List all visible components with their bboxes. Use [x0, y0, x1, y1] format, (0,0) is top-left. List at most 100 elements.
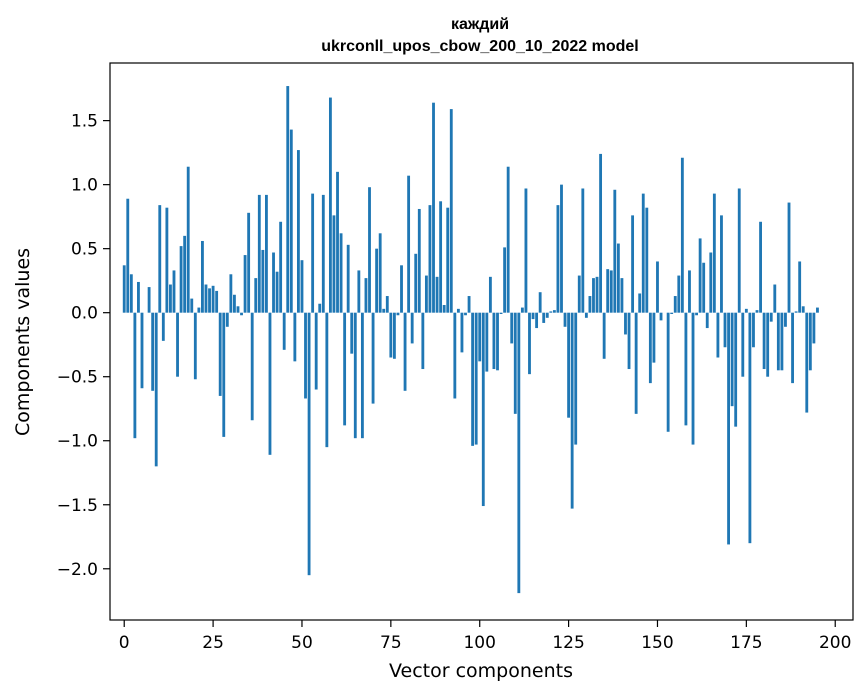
bar-115	[531, 312, 535, 320]
bar-166	[712, 193, 716, 313]
bar-79	[403, 312, 407, 391]
bar-164	[705, 312, 709, 329]
bar-128	[577, 275, 581, 313]
x-tick-label: 0	[119, 633, 130, 653]
bar-65	[353, 312, 357, 439]
bar-175	[744, 308, 748, 313]
y-tick-label: 1.5	[71, 112, 98, 132]
bar-38	[257, 194, 261, 313]
plot-frame	[109, 62, 854, 621]
bar-111	[517, 312, 521, 594]
bar-93	[453, 312, 457, 399]
bar-121	[552, 310, 556, 313]
bar-0	[122, 265, 126, 313]
bar-168	[720, 215, 723, 313]
bar-190	[798, 261, 802, 313]
bar-19	[190, 298, 194, 313]
bar-149	[652, 312, 656, 363]
bar-110	[513, 312, 517, 414]
bar-145	[638, 293, 642, 313]
bar-11	[161, 312, 165, 341]
bar-85	[424, 275, 428, 313]
bar-150	[656, 261, 659, 313]
bar-43	[275, 271, 279, 313]
y-axis-label: Components values	[12, 248, 34, 436]
bar-91	[446, 207, 450, 313]
bar-148	[648, 312, 652, 384]
bar-8	[151, 312, 155, 391]
bar-125	[567, 312, 571, 418]
chart-subtitle: ukrconll_upos_cbow_200_10_2022 model	[321, 38, 638, 55]
bar-117	[538, 292, 542, 313]
bar-109	[510, 312, 514, 344]
bar-22	[201, 240, 204, 313]
bar-3	[133, 312, 137, 439]
bar-82	[414, 253, 418, 313]
bar-119	[545, 312, 549, 318]
bar-58	[328, 97, 332, 313]
bar-15	[176, 312, 179, 377]
bar-139	[616, 243, 620, 313]
bar-185	[780, 312, 784, 371]
bar-92	[449, 109, 453, 313]
bar-35	[247, 212, 251, 313]
bar-40	[265, 194, 268, 313]
x-tick-label: 75	[380, 633, 402, 653]
bar-153	[666, 312, 670, 432]
bar-12	[165, 207, 169, 313]
bar-113	[524, 188, 528, 313]
bar-72	[378, 233, 382, 313]
bar-103	[488, 276, 492, 313]
bar-49	[296, 150, 300, 313]
bar-56	[321, 194, 325, 313]
bar-31	[233, 294, 236, 313]
bar-179	[759, 221, 762, 313]
bar-84	[421, 312, 425, 370]
bar-106	[499, 312, 503, 314]
bar-28	[222, 312, 226, 437]
bar-32	[236, 306, 240, 313]
x-tick-label: 200	[819, 633, 851, 653]
bar-86	[428, 205, 432, 313]
bar-134	[599, 153, 603, 313]
y-tick-label: 1.0	[71, 176, 98, 196]
bar-54	[314, 312, 318, 390]
bar-74	[385, 296, 389, 313]
y-tick-label: −1.5	[57, 496, 98, 516]
bar-161	[695, 312, 698, 316]
bar-83	[417, 208, 421, 313]
bar-127	[574, 312, 578, 445]
bar-68	[364, 278, 368, 313]
bar-122	[556, 205, 560, 313]
bar-123	[560, 184, 563, 313]
bar-102	[485, 312, 489, 372]
bar-183	[773, 284, 777, 313]
bar-88	[435, 276, 439, 313]
bar-77	[396, 312, 400, 316]
bar-141	[624, 312, 627, 335]
bar-94	[456, 308, 460, 313]
bar-4	[137, 281, 140, 313]
bar-71	[375, 248, 379, 313]
bar-66	[357, 270, 361, 313]
chart-title: каждий	[451, 16, 509, 33]
bar-80	[407, 175, 411, 313]
bar-78	[400, 265, 403, 313]
bar-24	[208, 288, 211, 313]
bar-69	[368, 187, 371, 313]
bar-177	[752, 312, 755, 348]
bar-series	[122, 86, 819, 594]
bar-186	[784, 312, 787, 327]
bar-178	[755, 310, 759, 313]
bar-101	[481, 312, 485, 507]
bar-167	[716, 312, 720, 358]
bar-156	[677, 275, 681, 313]
bar-29	[225, 312, 229, 327]
x-tick-label: 175	[730, 633, 762, 653]
bar-118	[542, 312, 546, 323]
bar-143	[631, 215, 635, 313]
bar-75	[389, 312, 393, 358]
bar-76	[392, 312, 396, 359]
bar-151	[659, 312, 663, 321]
bar-142	[627, 312, 631, 370]
